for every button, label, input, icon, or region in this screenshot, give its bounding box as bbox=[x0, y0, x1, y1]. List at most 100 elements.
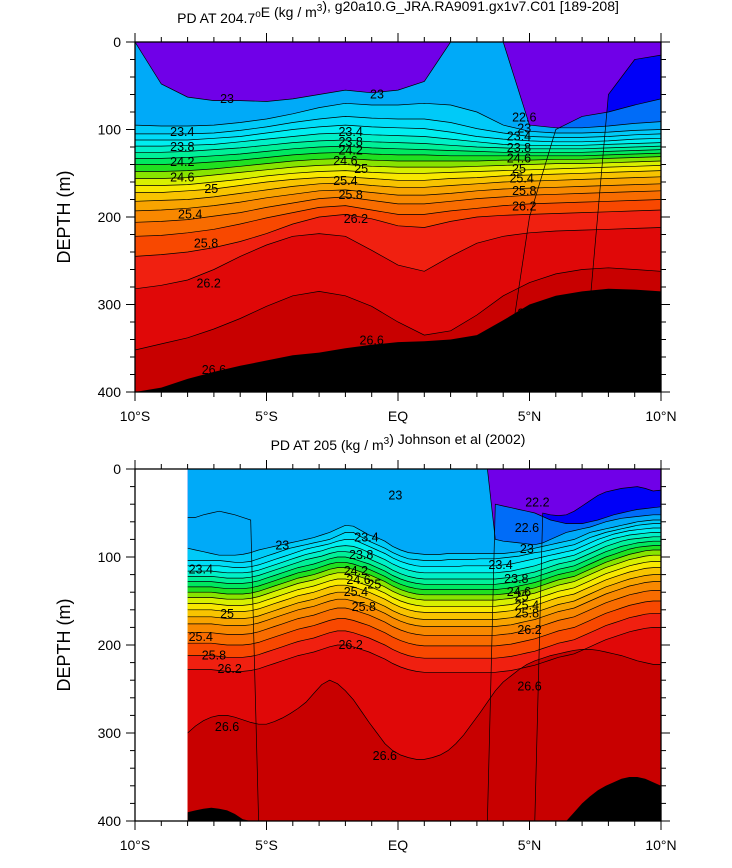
contour-line-23.8 bbox=[187, 532, 661, 574]
contour-line-26.4 bbox=[135, 227, 661, 290]
x-tick-label: 10°N bbox=[645, 408, 676, 424]
contour-label: 23 bbox=[520, 542, 534, 556]
chart-title: PD AT 205 (kg / m3) Johnson et al (2002) bbox=[271, 431, 526, 453]
contour-line-24.0 bbox=[187, 536, 661, 580]
contour-label: 26.6 bbox=[517, 679, 541, 693]
y-tick-label: 0 bbox=[113, 461, 121, 477]
contour-line-24.4 bbox=[135, 151, 661, 165]
contour-label: 26.2 bbox=[196, 277, 220, 291]
contour-line-23.8 bbox=[135, 132, 661, 147]
contour-label: 22.2 bbox=[525, 495, 549, 509]
contour-label: 25 bbox=[204, 182, 218, 196]
contour-label: 23.8 bbox=[507, 141, 531, 155]
contour-label: 25.8 bbox=[352, 600, 376, 614]
x-tick-label: 10°S bbox=[120, 837, 151, 853]
contour-line-25.2 bbox=[135, 170, 661, 193]
contour-label: 23 bbox=[370, 88, 384, 102]
contour-line-23.4 bbox=[135, 116, 661, 138]
x-tick-label: 5°N bbox=[518, 837, 542, 853]
y-axis-label: DEPTH (m) bbox=[54, 171, 74, 264]
contour-label: 23.4 bbox=[338, 125, 362, 139]
contour-label: 25 bbox=[512, 162, 526, 176]
contour-label: 26.2 bbox=[512, 200, 536, 214]
contour-label: 26.2 bbox=[218, 662, 242, 676]
contour-line-25.8 bbox=[135, 190, 661, 223]
contour-label: 25 bbox=[220, 607, 234, 621]
y-tick-label: 300 bbox=[98, 297, 122, 313]
contour-label: 23.4 bbox=[189, 562, 213, 576]
contour-line-25.4 bbox=[135, 176, 661, 202]
contour-line-23.0 bbox=[187, 469, 661, 546]
contour-label: 25.8 bbox=[512, 184, 536, 198]
contour-label: 25 bbox=[515, 590, 529, 604]
contour-line-26.4 bbox=[187, 627, 661, 673]
contour-line-24.2 bbox=[135, 145, 661, 159]
contour-label: 26.2 bbox=[338, 638, 362, 652]
contour-label: 23 bbox=[220, 92, 234, 106]
contour-label: 26.2 bbox=[344, 212, 368, 226]
contour-line-24.6 bbox=[135, 156, 661, 172]
contour-line-23.0 bbox=[135, 42, 661, 129]
panel-model: 23 2323.423.824.224.62525.425.826.226.623… bbox=[54, 0, 677, 424]
contour-line-26.0 bbox=[135, 199, 661, 237]
contour-line-24.0 bbox=[135, 139, 661, 153]
contour-label: 25.4 bbox=[333, 174, 357, 188]
y-axis-label: DEPTH (m) bbox=[54, 599, 74, 692]
contour-label: 24.2 bbox=[338, 144, 362, 158]
contour-label: 24.6 bbox=[346, 573, 370, 587]
contour-label: 23.4 bbox=[488, 558, 512, 572]
contour-label: 25.4 bbox=[178, 207, 202, 221]
contour-label: 26.6 bbox=[360, 333, 384, 347]
contour-line-25.0 bbox=[135, 165, 661, 186]
contour-line-24.4 bbox=[187, 545, 661, 590]
contour-label: 23.4 bbox=[354, 531, 378, 545]
x-tick-label: EQ bbox=[388, 837, 408, 853]
contour-line-26.2 bbox=[187, 612, 661, 659]
contour-line-25.6 bbox=[135, 183, 661, 212]
contour-label: 26.6 bbox=[517, 306, 541, 320]
y-tick-label: 400 bbox=[98, 384, 122, 400]
contour-line-26.2 bbox=[135, 209, 661, 257]
contour-line-22.6 bbox=[135, 98, 661, 392]
contour-label: 25.8 bbox=[515, 606, 539, 620]
contour-label: 26.6 bbox=[215, 720, 239, 734]
y-tick-label: 200 bbox=[98, 637, 122, 653]
contour-label: 25 bbox=[367, 577, 381, 591]
contour-label: 22.6 bbox=[515, 521, 539, 535]
contour-label: 25.4 bbox=[189, 630, 213, 644]
contour-label: 23.8 bbox=[504, 572, 528, 586]
contour-line-25.0 bbox=[187, 561, 661, 607]
x-tick-label: 5°S bbox=[255, 837, 278, 853]
x-tick-label: EQ bbox=[388, 408, 408, 424]
x-tick-label: 10°N bbox=[645, 837, 676, 853]
contour-label: 23.8 bbox=[338, 135, 362, 149]
y-tick-label: 300 bbox=[98, 725, 122, 741]
contour-label: 22.6 bbox=[512, 110, 536, 124]
contour-label: 26.2 bbox=[517, 623, 541, 637]
y-tick-label: 400 bbox=[98, 813, 122, 829]
contour-line-23.6 bbox=[187, 527, 661, 568]
contour-label: 25 bbox=[354, 162, 368, 176]
contour-label: 25.4 bbox=[344, 585, 368, 599]
contour-label: 26.6 bbox=[202, 363, 226, 377]
contour-label: 25.4 bbox=[509, 172, 533, 186]
fill-band-22 bbox=[187, 777, 661, 821]
contour-line-25.6 bbox=[187, 581, 661, 627]
contour-label: 23 bbox=[517, 122, 531, 136]
chart-title: PD AT 204.7oE (kg / m3), g20a10.G_JRA.RA… bbox=[177, 0, 619, 26]
contour-line-26.6 bbox=[135, 267, 661, 351]
x-tick-label: 5°S bbox=[255, 408, 278, 424]
contour-label: 24.2 bbox=[170, 155, 194, 169]
contour-label: 24.6 bbox=[170, 171, 194, 185]
contour-line-23.6 bbox=[135, 124, 661, 143]
contour-line-24.8 bbox=[135, 160, 661, 179]
contour-line-25.2 bbox=[187, 567, 661, 613]
x-tick-label: 5°N bbox=[518, 408, 542, 424]
contour-line-23.2 bbox=[187, 519, 661, 556]
contour-label: 23 bbox=[275, 539, 289, 553]
contour-line-24.8 bbox=[187, 554, 661, 601]
contour-label: 23.4 bbox=[507, 130, 531, 144]
contour-label: 25.8 bbox=[202, 649, 226, 663]
y-tick-label: 100 bbox=[98, 549, 122, 565]
